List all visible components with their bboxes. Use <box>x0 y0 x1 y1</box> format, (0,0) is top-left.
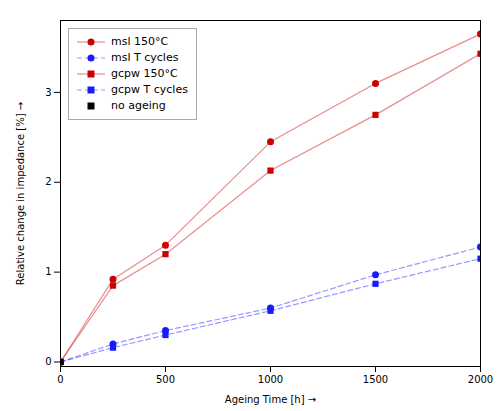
html-text:msl 150°C: msl 150°C <box>111 35 169 48</box>
svg-text:0: 0 <box>45 356 51 367</box>
html-text:gcpw T cycles: gcpw T cycles <box>111 83 188 96</box>
svg-text:1000: 1000 <box>258 374 283 385</box>
html-text:no ageing: no ageing <box>111 99 166 112</box>
svg-text:500: 500 <box>156 374 175 385</box>
svg-text:0: 0 <box>57 374 63 385</box>
svg-text:1500: 1500 <box>363 374 388 385</box>
svg-text:3: 3 <box>45 87 51 98</box>
html-text:gcpw 150°C: gcpw 150°C <box>111 67 178 80</box>
svg-text:1: 1 <box>45 266 51 277</box>
svg-text:Relative change in impedance [: Relative change in impedance [%] → <box>15 102 26 285</box>
svg-text:2000: 2000 <box>468 374 493 385</box>
svg-text:Ageing Time [h] →: Ageing Time [h] → <box>225 394 316 405</box>
html-text:msl T cycles: msl T cycles <box>111 51 179 64</box>
svg-text:2: 2 <box>45 176 51 187</box>
